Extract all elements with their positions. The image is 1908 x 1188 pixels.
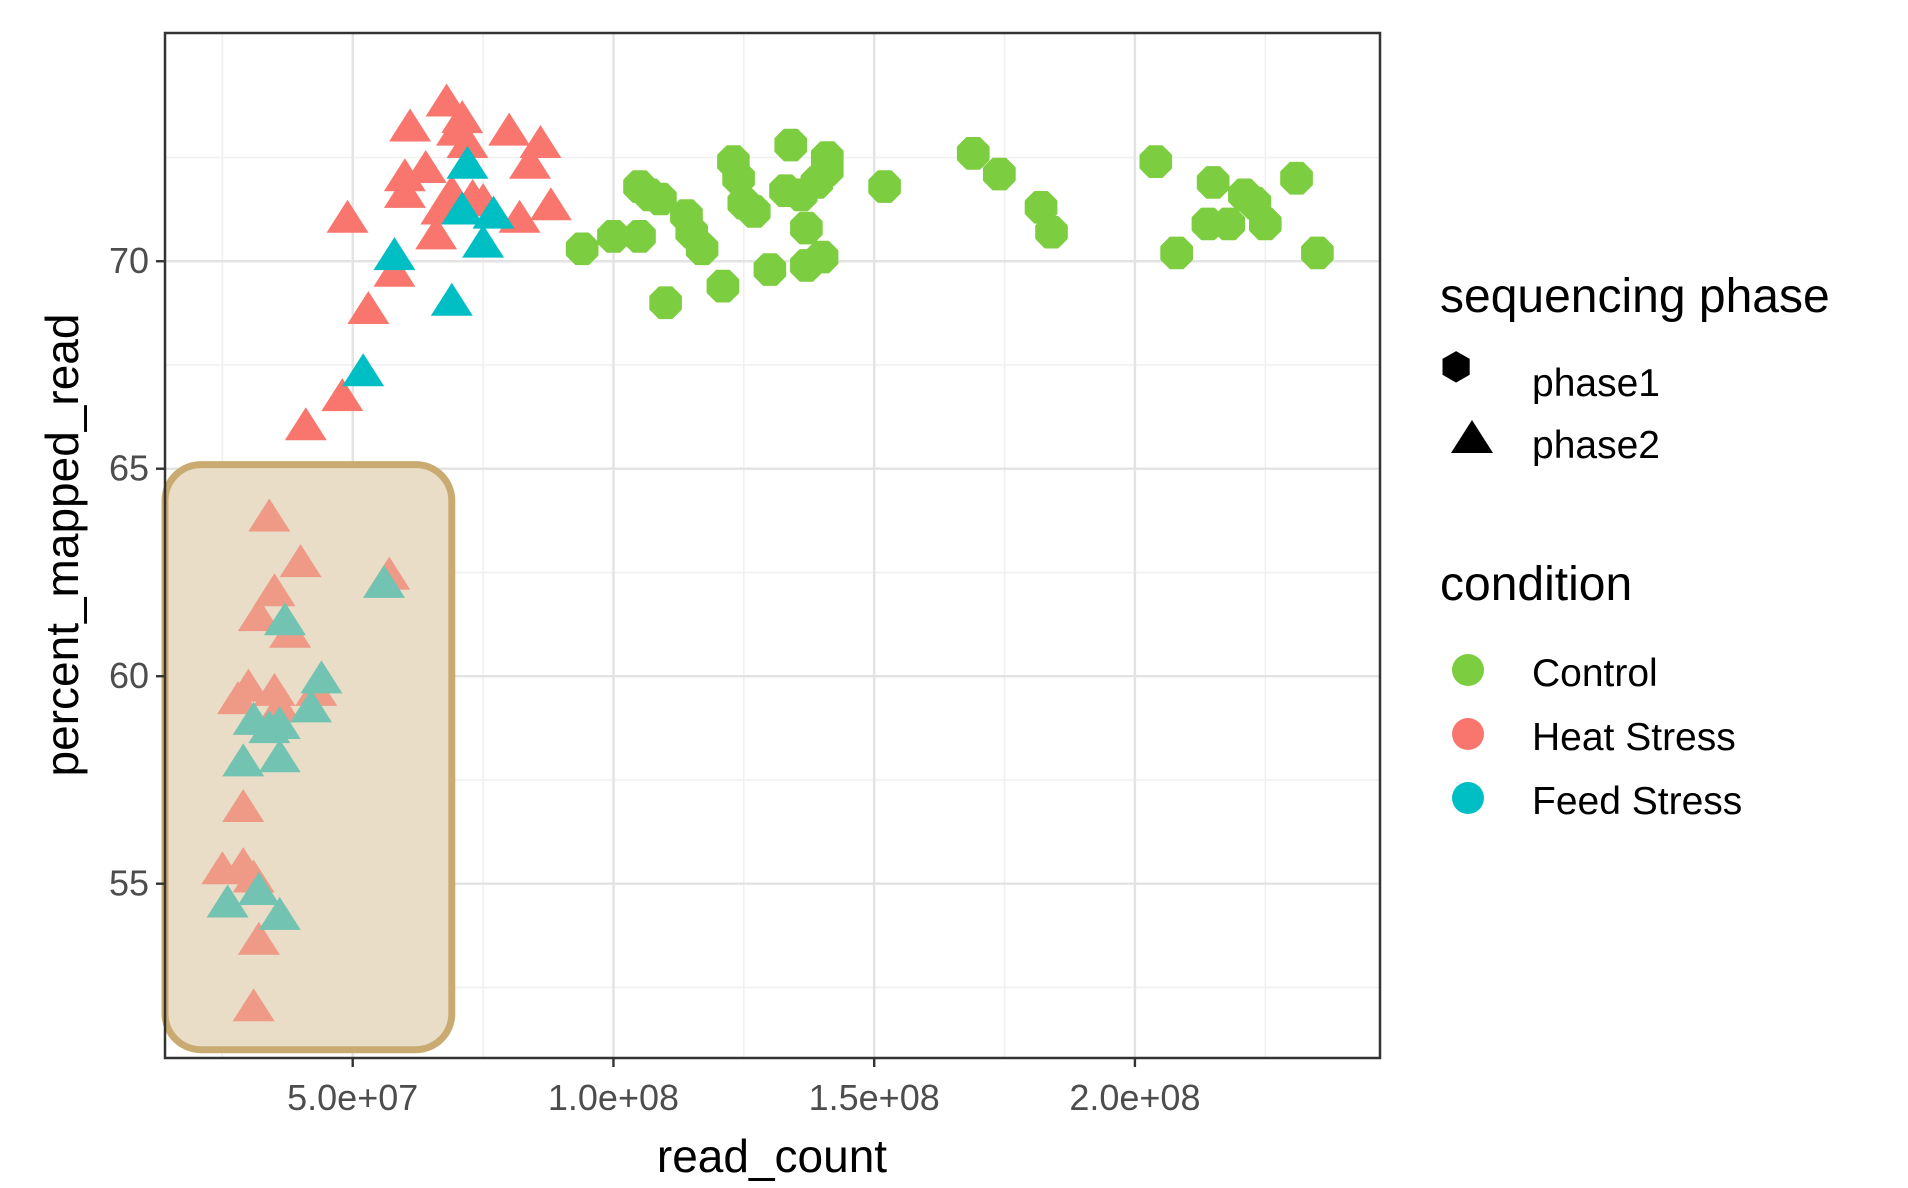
control-point (1212, 207, 1246, 241)
x-axis-ticks: 5.0e+07 1.0e+08 1.5e+08 2.0e+08 (287, 1058, 1200, 1118)
control-point (868, 170, 901, 203)
feed-stress-point (258, 739, 301, 773)
legend-feed-stress-key (1452, 782, 1484, 814)
feed-stress-point (206, 884, 249, 918)
y-axis-title: percent_mapped_read (36, 314, 88, 777)
control-point (623, 220, 656, 253)
heat-stress-point (347, 291, 390, 325)
heat-stress-point (415, 216, 458, 250)
feed-stress-point (258, 896, 301, 930)
heat-stress-point (227, 668, 270, 702)
x-tick-label: 1.5e+08 (809, 1077, 940, 1118)
control-point (983, 157, 1016, 191)
plot-border (163, 31, 1382, 1060)
data-points (201, 83, 1334, 1022)
legend-phase2-key (1451, 420, 1493, 453)
control-point (649, 286, 682, 320)
x-tick-label: 5.0e+07 (287, 1077, 418, 1118)
heat-stress-point (279, 544, 322, 578)
heat-stress-point (248, 498, 291, 532)
feed-stress-point (237, 872, 280, 906)
legend-shape: sequencing phase phase1 phase2 (1440, 270, 1830, 467)
heat-stress-point (404, 149, 447, 183)
control-point (706, 269, 740, 303)
heat-stress-point (253, 672, 296, 706)
highlight-region (161, 461, 456, 1054)
x-axis-title: read_count (657, 1130, 887, 1182)
control-point (810, 141, 844, 174)
feed-stress-point (290, 689, 333, 723)
control-point (737, 195, 771, 228)
heat-stress-point (519, 125, 562, 159)
feed-stress-point (441, 191, 484, 225)
legend-control-label: Control (1532, 652, 1658, 695)
control-point (1301, 236, 1334, 270)
control-point (1035, 215, 1068, 249)
heat-stress-point (441, 100, 484, 134)
y-tick-label: 60 (109, 655, 149, 696)
control-point (1249, 207, 1282, 241)
heat-stress-point (237, 598, 280, 632)
feed-stress-point (363, 564, 406, 598)
heat-stress-point (232, 988, 275, 1022)
y-tick-label: 70 (109, 240, 149, 281)
control-point (685, 232, 719, 266)
feed-stress-point (222, 743, 265, 777)
control-point (956, 137, 990, 170)
heat-stress-point (509, 145, 552, 179)
heat-stress-point (284, 407, 327, 441)
highlight-box (161, 461, 456, 1054)
heat-stress-point (383, 158, 426, 192)
control-point (753, 253, 787, 286)
heat-stress-point (373, 253, 416, 287)
legend-phase1-label: phase1 (1532, 362, 1660, 405)
heat-stress-point (389, 108, 432, 142)
legend-control-key (1452, 654, 1484, 686)
y-tick-label: 55 (109, 863, 149, 904)
heat-stress-point (446, 125, 489, 159)
feed-stress-point (263, 602, 306, 636)
feed-stress-point (446, 145, 489, 179)
legend-shape-title: sequencing phase (1440, 270, 1830, 323)
heat-stress-point (326, 199, 369, 233)
legend-phase1-key (1442, 351, 1470, 383)
control-point (774, 128, 808, 162)
y-axis-ticks: 55 60 65 70 (109, 240, 165, 904)
y-tick-label: 65 (109, 448, 149, 489)
control-point (1196, 166, 1230, 199)
feed-stress-point (373, 237, 416, 271)
feed-stress-point (462, 224, 505, 258)
control-point (644, 182, 677, 216)
feed-stress-point (300, 660, 343, 694)
legend-color-title: condition (1440, 558, 1632, 611)
feed-stress-point (342, 353, 385, 387)
feed-stress-point (430, 282, 473, 316)
control-point (1160, 236, 1193, 270)
feed-stress-point (472, 195, 515, 229)
heat-stress-point (321, 378, 364, 412)
control-point (597, 220, 630, 253)
control-point (805, 240, 839, 274)
feed-stress-point (258, 706, 301, 740)
control-point (790, 211, 823, 245)
legend-heat-stress-label: Heat Stress (1532, 716, 1736, 759)
legend-heat-stress-key (1452, 718, 1484, 750)
x-tick-label: 1.0e+08 (548, 1077, 679, 1118)
legend-phase2-label: phase2 (1532, 424, 1660, 467)
control-point (1139, 145, 1173, 178)
legend-color: condition Control Heat Stress Feed Stres… (1440, 558, 1742, 823)
legend-feed-stress-label: Feed Stress (1532, 780, 1742, 823)
x-tick-label: 2.0e+08 (1069, 1077, 1200, 1118)
heat-stress-point (529, 187, 572, 221)
heat-stress-point (383, 174, 426, 208)
control-point (1280, 161, 1313, 195)
heat-stress-point (237, 921, 280, 955)
heat-stress-point (488, 112, 531, 146)
control-point (565, 232, 599, 266)
heat-stress-point (253, 573, 296, 607)
heat-stress-point (222, 789, 265, 823)
